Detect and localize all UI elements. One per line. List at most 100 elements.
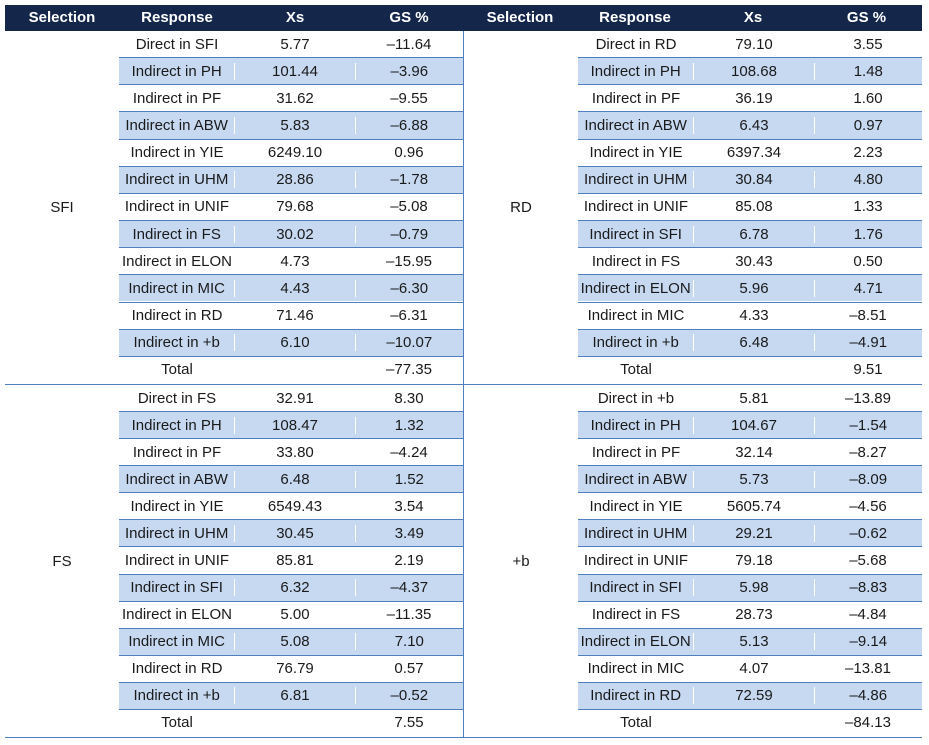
row-divider	[119, 84, 463, 86]
xs-cell: 5605.74	[726, 497, 782, 515]
xs-cell: 4.43	[235, 279, 356, 297]
response-cell: Indirect in UHM	[119, 171, 236, 189]
table-row: Indirect in +b 6.81 –0.52	[119, 682, 463, 709]
xs-cell: 5.13	[694, 633, 815, 651]
xs-cell: 28.86	[235, 171, 356, 189]
response-cell: Indirect in PH	[578, 62, 695, 80]
response-cell: Indirect in PF	[132, 443, 222, 461]
response-cell: Total	[620, 714, 652, 732]
row-divider	[578, 247, 922, 249]
gs-cell: –10.07	[386, 334, 433, 352]
table-row: Indirect in PH 108.47 1.32	[119, 412, 463, 439]
gs-cell: –4.86	[849, 687, 888, 705]
table-row: Indirect in YIE 6249.10 0.96	[119, 140, 463, 166]
row-divider	[578, 573, 922, 575]
response-cell: Indirect in PF	[132, 89, 222, 107]
response-cell: Indirect in FS	[591, 252, 681, 270]
gs-cell: –77.35	[386, 361, 432, 379]
response-cell: Indirect in MIC	[587, 660, 685, 678]
response-cell: Indirect in PF	[591, 443, 681, 461]
response-cell: Indirect in SFI	[578, 579, 695, 597]
response-cell: Indirect in FS	[591, 606, 681, 624]
selection-label: FS	[52, 552, 72, 570]
xs-cell: 79.10	[735, 35, 773, 53]
table-row: Indirect in UNIF 85.81 2.19	[119, 547, 463, 573]
row-divider	[119, 600, 463, 602]
response-cell: Indirect in RD	[131, 307, 223, 325]
xs-cell: 28.73	[735, 606, 773, 624]
section-divider	[5, 384, 922, 385]
table-row: Indirect in ABW 5.83 –6.88	[119, 112, 463, 139]
xs-cell: 108.68	[694, 62, 815, 80]
table-row: Indirect in ABW 6.48 1.52	[119, 466, 463, 493]
gs-cell: –13.81	[845, 660, 891, 678]
row-divider	[119, 247, 463, 249]
gs-cell: 0.57	[394, 660, 424, 678]
selection-label: SFI	[50, 198, 74, 216]
table-row: Indirect in MIC 4.33 –8.51	[578, 303, 922, 329]
header-xs: Xs	[285, 9, 305, 26]
table-row: Indirect in ELON 4.73 –15.95	[119, 248, 463, 274]
gs-cell: –0.62	[849, 524, 888, 542]
gs-cell: 1.32	[394, 416, 424, 434]
row-divider	[119, 192, 463, 194]
gs-cell: –4.37	[390, 579, 429, 597]
gs-cell: –3.96	[390, 62, 429, 80]
table-row: Direct in RD 79.10 3.55	[578, 31, 922, 57]
table-row: Indirect in ELON 5.00 –11.35	[119, 602, 463, 628]
gs-cell: –6.31	[390, 307, 428, 325]
table-row: Indirect in ABW 5.73 –8.09	[578, 466, 922, 493]
row-divider	[578, 627, 922, 629]
gs-cell: 2.23	[853, 144, 883, 162]
row-divider	[119, 546, 463, 548]
gs-cell: 0.97	[853, 117, 883, 134]
xs-cell: 72.59	[694, 687, 815, 705]
response-cell: Indirect in ELON	[121, 606, 233, 624]
table-row: Indirect in ELON 5.13 –9.14	[578, 628, 922, 655]
table-row: Indirect in UNIF 79.68 –5.08	[119, 194, 463, 220]
response-cell: Indirect in MIC	[119, 633, 236, 651]
xs-cell: 6249.10	[267, 144, 323, 162]
response-cell: Direct in RD	[595, 35, 677, 53]
gs-cell: 2.19	[394, 552, 424, 569]
row-divider	[578, 600, 922, 602]
gs-cell: –1.54	[849, 416, 888, 434]
table-row: Indirect in UHM 28.86 –1.78	[119, 166, 463, 193]
response-cell: Direct in FS	[137, 389, 217, 407]
xs-cell: 108.47	[235, 416, 356, 434]
row-divider	[578, 546, 922, 548]
response-cell: Indirect in SFI	[578, 225, 695, 243]
gs-cell: 1.76	[853, 225, 883, 243]
table-row: Indirect in PF 33.80 –4.24	[119, 439, 463, 465]
xs-cell: 79.68	[276, 198, 314, 216]
row-divider	[119, 301, 463, 303]
xs-cell: 6397.34	[726, 144, 782, 162]
response-cell: Indirect in UHM	[578, 171, 695, 189]
row-divider	[119, 274, 463, 276]
response-cell: Direct in +b	[597, 389, 675, 407]
table-row: Indirect in YIE 6549.43 3.54	[119, 493, 463, 519]
gs-cell: –1.78	[390, 171, 429, 189]
xs-cell: 29.21	[694, 524, 815, 542]
row-divider	[578, 654, 922, 656]
row-divider	[119, 519, 463, 521]
gs-cell: 4.71	[853, 279, 883, 297]
gs-cell: –8.51	[849, 307, 887, 325]
row-divider	[119, 681, 463, 683]
gs-cell: 0.96	[394, 144, 424, 162]
response-cell: Indirect in YIE	[589, 144, 683, 162]
row-divider	[119, 220, 463, 222]
row-divider	[578, 84, 922, 86]
xs-cell: 71.46	[276, 307, 314, 325]
response-cell: Indirect in ABW	[578, 470, 695, 488]
gs-cell: –11.35	[386, 606, 432, 624]
xs-cell: 101.44	[235, 62, 356, 80]
gs-cell: 9.51	[853, 361, 883, 379]
xs-cell: 79.18	[735, 552, 773, 569]
table-row: Indirect in MIC 4.43 –6.30	[119, 275, 463, 302]
row-divider	[119, 627, 463, 629]
row-divider	[578, 355, 922, 357]
row-divider	[578, 165, 922, 167]
gs-cell: –4.56	[849, 497, 887, 515]
selection-block: +b Direct in +b 5.81 –13.89 Indirect in PH 10…	[464, 385, 922, 737]
